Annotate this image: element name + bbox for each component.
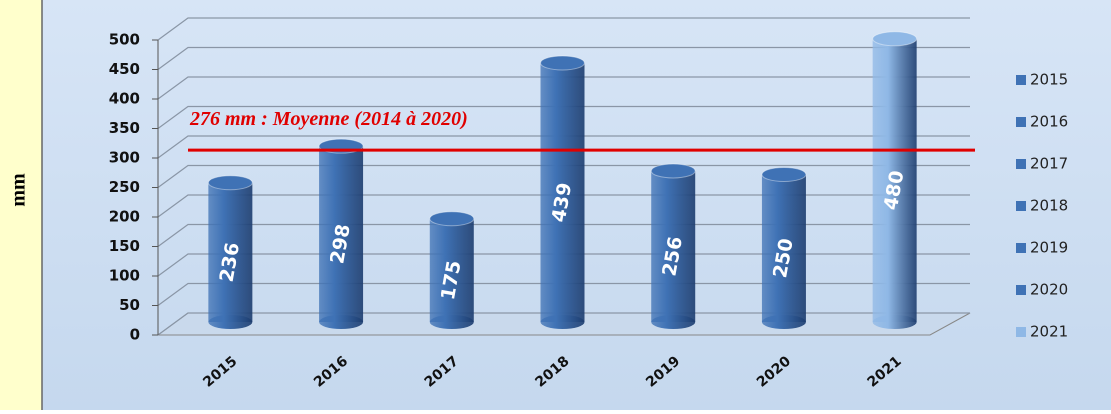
bar [651, 170, 696, 322]
legend-swatch [1016, 201, 1026, 211]
legend-swatch [1016, 327, 1026, 337]
legend-label: 2020 [1030, 281, 1068, 299]
bar-top [429, 211, 475, 227]
y-tick-label: 50 [119, 296, 140, 314]
grid-line [157, 312, 970, 336]
legend-label: 2017 [1030, 155, 1068, 173]
bar [540, 62, 585, 323]
legend-swatch [1016, 75, 1026, 85]
grid-line [157, 76, 970, 100]
grid-line [157, 194, 970, 218]
grid-line [157, 46, 970, 70]
bar [429, 218, 474, 322]
grid-line [157, 223, 970, 247]
grid-line [157, 135, 970, 159]
bar-top [761, 167, 807, 182]
y-tick-label: 200 [109, 208, 140, 226]
grid-line [157, 253, 970, 277]
bar [761, 174, 806, 322]
grid-line [157, 17, 970, 41]
bar-top [540, 55, 585, 71]
y-tick-label: 100 [109, 267, 140, 285]
legend-swatch [1016, 117, 1026, 127]
average-label: 276 mm : Moyenne (2014 à 2020) [189, 108, 468, 130]
y-tick-label: 350 [109, 119, 140, 137]
legend-swatch [1016, 159, 1026, 169]
bar [208, 182, 253, 322]
y-tick-label: 500 [109, 31, 140, 49]
legend-label: 2016 [1030, 113, 1068, 131]
bar-top [207, 175, 253, 191]
bar-top [872, 31, 918, 47]
bar [319, 146, 364, 322]
y-tick-label: 450 [109, 60, 140, 78]
legend-swatch [1016, 285, 1026, 295]
left-strip [0, 0, 42, 410]
legend-label: 2021 [1030, 323, 1068, 341]
y-tick-label: 250 [109, 178, 140, 196]
grid-line [157, 105, 970, 129]
grid-line [157, 282, 970, 306]
legend-swatch [1016, 243, 1026, 253]
legend-label: 2018 [1030, 197, 1068, 215]
bar [872, 38, 917, 323]
y-tick-label: 400 [109, 90, 140, 108]
y-tick-label: 150 [109, 237, 140, 255]
bar-top [650, 163, 696, 179]
y-axis-label: mm [8, 173, 30, 207]
legend-label: 2015 [1030, 71, 1068, 89]
y-tick-label: 300 [109, 149, 140, 167]
y-tick-label: 0 [130, 326, 140, 344]
grid-line [157, 164, 970, 188]
legend-label: 2019 [1030, 239, 1068, 257]
